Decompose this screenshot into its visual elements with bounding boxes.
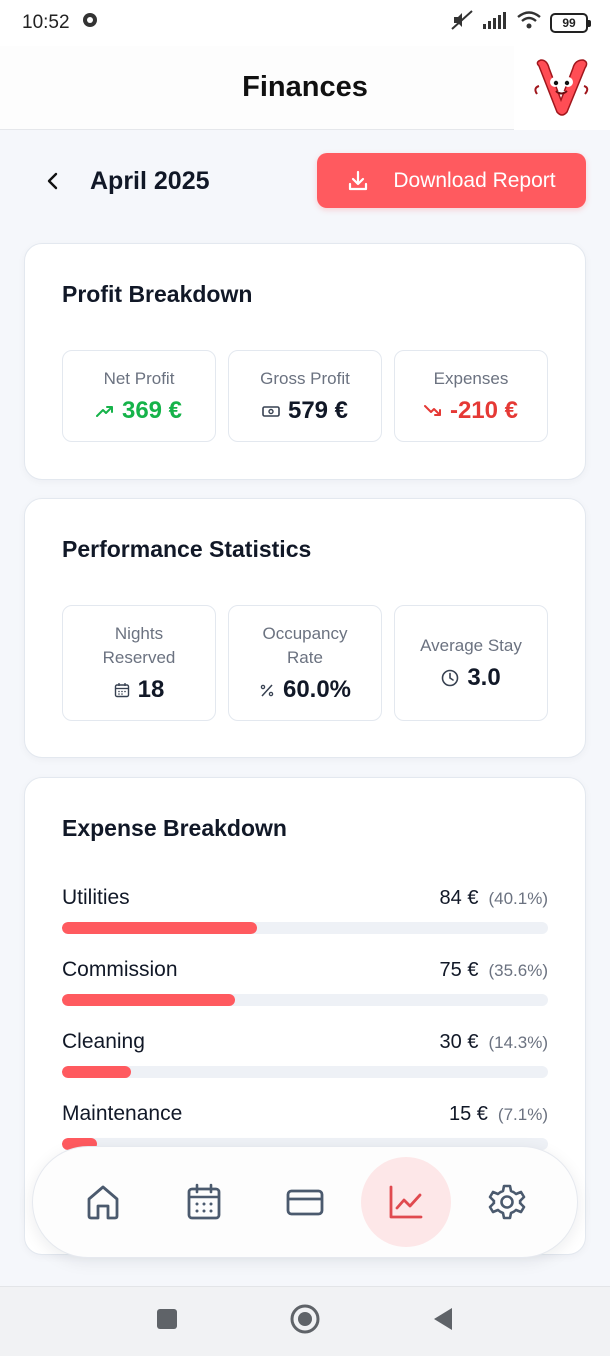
nights-reserved-label-line1: Nights — [114, 624, 164, 643]
expense-row-maintenance: Maintenance 15 € (7.1%) — [62, 1100, 548, 1150]
mute-icon — [450, 9, 474, 37]
average-stay-value-row: 3.0 — [441, 664, 501, 692]
net-profit-label: Net Profit — [103, 369, 175, 388]
gross-profit-label: Gross Profit — [260, 369, 350, 388]
occupancy-rate-value: 60.0% — [282, 676, 352, 703]
occupancy-rate-label-line2: Rate — [287, 648, 323, 667]
month-label: April 2025 — [90, 166, 210, 195]
expense-name: Commission — [62, 958, 178, 981]
circle-icon — [290, 1304, 320, 1334]
recents-button[interactable] — [155, 1307, 179, 1336]
occupancy-rate-value-row: 60.0% — [259, 676, 351, 704]
expense-progress-fill — [62, 1066, 132, 1078]
gross-profit-value-row: 579 € — [262, 397, 348, 425]
previous-month-button[interactable] — [32, 161, 72, 201]
credit-card-icon — [286, 1189, 324, 1216]
net-profit-value: 369 € — [121, 397, 183, 424]
nights-reserved-value: 18 — [137, 676, 165, 703]
calendar-icon — [187, 1183, 221, 1220]
nav-payments[interactable] — [260, 1157, 350, 1247]
nav-finances[interactable] — [360, 1157, 451, 1247]
expense-amount: 84 € — [439, 886, 479, 909]
expense-row-commission: Commission 75 € (35.6%) — [62, 956, 548, 1006]
chevron-left-icon — [47, 172, 58, 190]
expenses-value: -210 € — [449, 397, 519, 424]
expenses-label: Expenses — [433, 369, 509, 388]
download-icon — [349, 170, 368, 190]
calendar-small-icon — [114, 683, 129, 698]
app-logo[interactable] — [514, 46, 610, 130]
net-profit-value-row: 369 € — [95, 397, 183, 425]
download-report-button[interactable]: Download Report — [317, 153, 586, 208]
nav-calendar[interactable] — [159, 1157, 249, 1247]
home-icon — [87, 1185, 119, 1220]
back-triangle-icon — [434, 1308, 452, 1330]
settings-icon — [488, 1184, 525, 1220]
expense-amount: 30 € — [439, 1030, 479, 1053]
page-title: Finances — [242, 71, 368, 103]
percent-icon — [260, 684, 274, 697]
expense-amount: 15 € — [448, 1102, 488, 1125]
expense-progress-fill — [62, 994, 236, 1006]
expense-progress-track — [62, 994, 548, 1006]
app-header: Finances — [0, 46, 610, 130]
status-time: 10:52 — [22, 12, 70, 33]
expenses-stat: Expenses -210 € — [394, 350, 548, 442]
expense-percent: (7.1%) — [497, 1104, 548, 1124]
system-navigation-bar — [0, 1286, 610, 1356]
month-navigation: April 2025 Download Report — [30, 153, 586, 209]
net-profit-stat: Net Profit 369 € — [62, 350, 216, 442]
occupancy-rate-label-line1: Occupancy — [262, 624, 348, 643]
trending-up-icon — [95, 406, 113, 417]
expense-progress-fill — [62, 922, 257, 934]
profit-breakdown-title: Profit Breakdown — [62, 281, 253, 307]
expense-percent: (35.6%) — [488, 960, 548, 980]
status-left: 10:52 — [22, 12, 98, 34]
trending-down-icon — [423, 405, 441, 416]
average-stay-label: Average Stay — [420, 636, 522, 655]
average-stay-stat: Average Stay 3.0 — [394, 605, 548, 721]
square-icon — [157, 1309, 177, 1329]
bottom-navigation — [32, 1146, 578, 1258]
chrome-icon — [82, 12, 98, 34]
expense-name: Utilities — [62, 886, 130, 909]
expenses-value-row: -210 € — [423, 397, 519, 425]
expense-name: Maintenance — [62, 1102, 183, 1125]
occupancy-rate-stat: Occupancy Rate 60.0% — [228, 605, 382, 721]
gross-profit-stat: Gross Profit 579 € — [228, 350, 382, 442]
nights-reserved-label-line2: Reserved — [102, 648, 176, 667]
nights-reserved-stat: Nights Reserved 18 — [62, 605, 216, 721]
expense-amount: 75 € — [439, 958, 479, 981]
average-stay-value: 3.0 — [467, 664, 501, 691]
clock-icon — [442, 669, 459, 687]
banknote-icon — [262, 406, 280, 417]
battery-indicator: 99 — [550, 13, 591, 33]
expense-name: Cleaning — [62, 1030, 145, 1053]
performance-statistics-card: Performance Statistics Nights Reserved 1… — [24, 498, 586, 758]
expense-progress-track — [62, 922, 548, 934]
nav-home[interactable] — [58, 1157, 148, 1247]
nights-reserved-value-row: 18 — [114, 676, 165, 704]
status-right: 99 — [450, 9, 591, 37]
nav-settings[interactable] — [462, 1157, 552, 1247]
expense-breakdown-title: Expense Breakdown — [62, 815, 287, 841]
wifi-icon — [516, 10, 542, 36]
status-bar: 10:52 99 — [0, 0, 610, 46]
signal-icon — [482, 10, 508, 36]
expense-percent: (14.3%) — [488, 1032, 548, 1052]
expense-row-cleaning: Cleaning 30 € (14.3%) — [62, 1028, 548, 1078]
chart-icon — [389, 1185, 423, 1219]
download-report-label: Download Report — [393, 168, 556, 192]
gross-profit-value: 579 € — [287, 397, 349, 424]
expense-row-utilities: Utilities 84 € (40.1%) — [62, 884, 548, 934]
profit-breakdown-card: Profit Breakdown Net Profit 369 € Gross … — [24, 243, 586, 480]
logo-mascot-icon — [534, 59, 589, 116]
expense-percent: (40.1%) — [488, 888, 548, 908]
home-system-button[interactable] — [289, 1303, 321, 1340]
expense-progress-track — [62, 1066, 548, 1078]
back-system-button[interactable] — [431, 1306, 455, 1337]
performance-statistics-title: Performance Statistics — [62, 536, 312, 562]
